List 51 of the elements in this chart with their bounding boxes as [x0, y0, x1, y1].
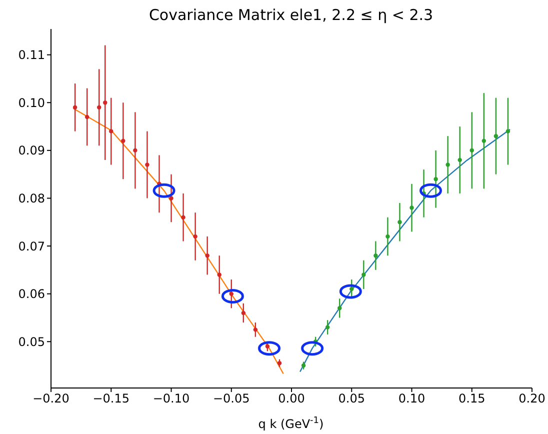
chart-title: Covariance Matrix ele1, 2.2 ≤ η < 2.3 — [148, 6, 434, 24]
y-tick-label: 0.07 — [18, 239, 45, 254]
point — [193, 234, 198, 239]
line-series — [299, 128, 511, 372]
point — [398, 220, 402, 224]
x-tick-label: 0.00 — [278, 392, 305, 406]
point — [121, 138, 126, 143]
x-tick-label: −0.15 — [92, 392, 130, 406]
x-tick-label: −0.20 — [32, 392, 70, 406]
point — [362, 272, 366, 277]
x-tick-label: 0.20 — [518, 392, 546, 406]
x-tick-label: 0.05 — [338, 392, 365, 406]
point — [72, 105, 78, 110]
x-axis-title: q k (GeV$^{-1}$) — [258, 416, 324, 431]
point — [410, 206, 414, 210]
point — [145, 162, 150, 167]
point — [337, 306, 342, 310]
point — [265, 344, 270, 349]
y-tick-label: 0.06 — [18, 287, 45, 302]
point — [96, 105, 102, 110]
point — [470, 148, 474, 153]
point — [494, 134, 498, 138]
x-tick-label: −0.05 — [212, 392, 250, 406]
point — [84, 114, 90, 120]
point — [109, 129, 114, 134]
point — [169, 196, 174, 200]
point — [205, 253, 210, 258]
point — [350, 286, 354, 292]
point — [325, 325, 330, 330]
point — [434, 176, 438, 182]
point — [103, 100, 108, 105]
point — [374, 253, 378, 258]
point — [482, 138, 486, 143]
point — [506, 129, 510, 134]
y-tick-label: 0.05 — [18, 334, 45, 349]
x-tick-label: 0.15 — [458, 392, 486, 406]
point — [181, 215, 186, 220]
x-tick-label: −0.10 — [152, 392, 190, 406]
point — [229, 292, 234, 296]
point — [133, 148, 138, 153]
x-tick-label: 0.10 — [398, 392, 426, 406]
point — [446, 162, 450, 167]
y-tick-label: 0.09 — [18, 144, 45, 158]
point — [253, 328, 258, 332]
y-tick-label: 0.10 — [18, 96, 45, 110]
point — [217, 272, 222, 277]
point — [458, 158, 462, 162]
point — [386, 234, 390, 239]
y-tick-label: 0.11 — [18, 48, 45, 62]
point — [241, 310, 246, 316]
y-tick-label: 0.08 — [18, 191, 45, 206]
